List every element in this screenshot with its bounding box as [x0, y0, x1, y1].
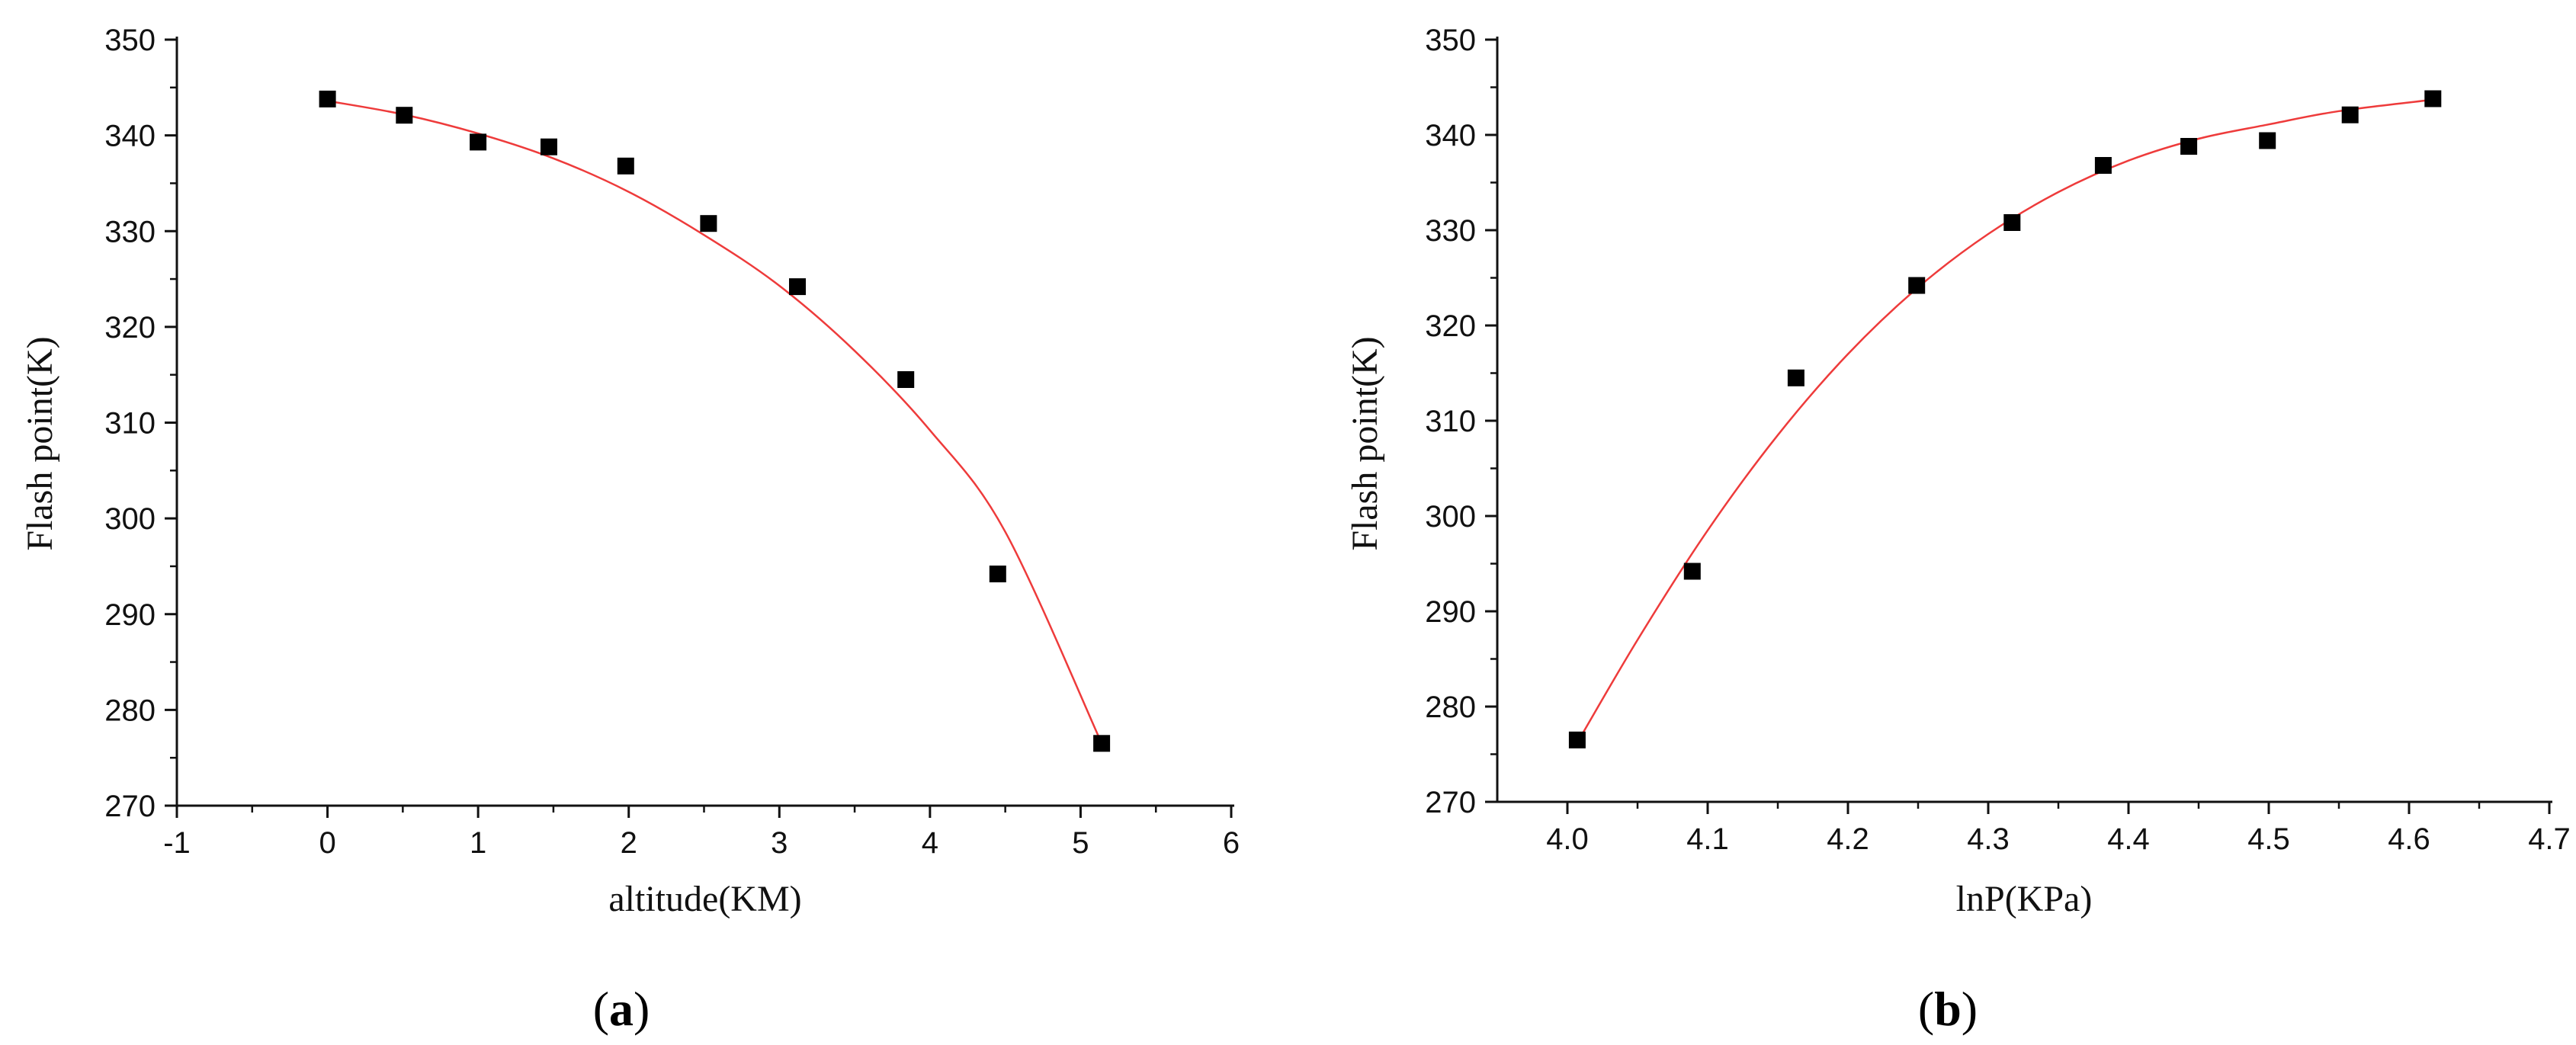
data-point-b	[1787, 369, 1804, 386]
data-point-a	[541, 138, 557, 155]
x-tick-label-a: 0	[319, 826, 335, 860]
x-tick-label-a: 6	[1223, 826, 1240, 860]
data-point-b	[2003, 214, 2021, 231]
x-tick-label-a: 5	[1072, 826, 1089, 860]
x-tick-label-b: 4.4	[2107, 822, 2150, 856]
data-point-b	[2094, 157, 2112, 174]
y-tick-label-b: 300	[1425, 500, 1476, 534]
x-tick-label-b: 4.3	[1967, 822, 2010, 856]
x-tick-label-b: 4.5	[2247, 822, 2290, 856]
y-tick-label-a: 270	[104, 790, 156, 823]
x-tick-label-b: 4.1	[1686, 822, 1729, 856]
data-point-b	[2341, 106, 2359, 123]
x-axis-title-b: lnP(KPa)	[1956, 879, 2093, 919]
panel-caption-a: (a)	[593, 982, 650, 1036]
panel-a: -1 0 1 2 3 4 5 6 270 280 290 300 310 320 330 340 350 alt…	[20, 24, 1240, 1036]
y-tick-label-b: 320	[1425, 309, 1476, 343]
y-tick-label-b: 290	[1425, 595, 1476, 629]
y-tick-label-a: 290	[104, 598, 156, 632]
panel-b: 4.0 4.1 4.2 4.3 4.4 4.5 4.6 4.7 270 280 290 300 310 3…	[1345, 24, 2571, 1036]
data-point-b	[2424, 90, 2442, 107]
y-axis-title-a: Flash point(K)	[20, 336, 60, 550]
x-tick-label-a: 4	[922, 826, 938, 860]
y-axis-title-b: Flash point(K)	[1345, 336, 1385, 550]
data-point-a	[700, 215, 717, 232]
x-tick-label-a: 1	[470, 826, 486, 860]
y-tick-label-b: 340	[1425, 119, 1476, 152]
panel-label-a: a	[609, 982, 634, 1036]
data-point-a	[470, 133, 487, 151]
y-tick-label-a: 340	[104, 120, 156, 153]
data-point-a	[897, 371, 915, 388]
fit-curve-b	[1576, 98, 2433, 744]
panel-caption-b: (b)	[1918, 982, 1978, 1036]
data-point-a	[319, 90, 336, 107]
data-point-a	[789, 278, 806, 296]
data-point-a	[1093, 735, 1111, 752]
fit-curve-a	[327, 100, 1103, 744]
x-tick-label-b: 4.6	[2388, 822, 2430, 856]
x-tick-label-a: 2	[621, 826, 637, 860]
x-tick-label-b: 4.0	[1546, 822, 1589, 856]
x-tick-label-b: 4.7	[2528, 822, 2571, 856]
y-tick-label-a: 330	[104, 215, 156, 248]
y-tick-label-b: 330	[1425, 214, 1476, 248]
data-point-b	[1908, 277, 1926, 294]
y-tick-label-a: 310	[104, 407, 156, 441]
y-tick-label-b: 310	[1425, 405, 1476, 438]
y-tick-label-b: 350	[1425, 24, 1476, 57]
x-tick-label-a: 3	[771, 826, 788, 860]
data-point-b	[2180, 138, 2198, 155]
plot-area-a: -1 0 1 2 3 4 5 6 270 280 290 300 310 320 330 340 350	[104, 24, 1240, 860]
data-point-b	[1683, 563, 1701, 580]
data-point-b	[2259, 132, 2276, 149]
y-tick-label-a: 300	[104, 502, 156, 536]
x-axis-title-a: altitude(KM)	[608, 879, 801, 919]
y-tick-label-a: 350	[104, 24, 156, 57]
data-point-b	[1568, 731, 1586, 748]
y-tick-label-a: 320	[104, 311, 156, 345]
y-tick-label-b: 270	[1425, 786, 1476, 819]
y-tick-label-b: 280	[1425, 691, 1476, 724]
data-point-a	[617, 157, 634, 175]
data-point-a	[989, 566, 1006, 582]
x-tick-label-a: -1	[163, 826, 191, 860]
x-tick-label-b: 4.2	[1827, 822, 1869, 856]
y-tick-label-a: 280	[104, 694, 156, 727]
panel-label-b: b	[1934, 982, 1962, 1036]
data-point-a	[396, 107, 413, 124]
plot-area-b: 4.0 4.1 4.2 4.3 4.4 4.5 4.6 4.7 270 280 290 300 310 3…	[1425, 24, 2571, 856]
